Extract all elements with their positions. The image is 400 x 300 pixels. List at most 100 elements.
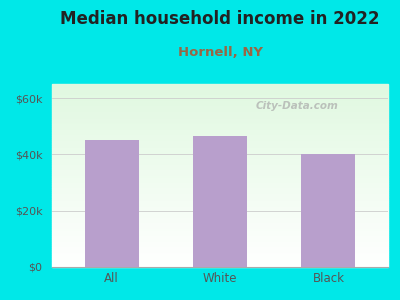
- Bar: [52, 89, 388, 91]
- Bar: [52, 102, 388, 104]
- Bar: [52, 238, 388, 239]
- Bar: [52, 170, 388, 172]
- Bar: [52, 216, 388, 218]
- Bar: [52, 135, 388, 137]
- Bar: [52, 230, 388, 232]
- Bar: [52, 154, 388, 155]
- Bar: [52, 97, 388, 99]
- Bar: [52, 196, 388, 197]
- Bar: [52, 155, 388, 157]
- Bar: [84, 140, 139, 267]
- Bar: [193, 136, 247, 267]
- Bar: [52, 247, 388, 249]
- Bar: [52, 142, 388, 144]
- Bar: [52, 132, 388, 134]
- Bar: [52, 113, 388, 115]
- Bar: [52, 163, 388, 164]
- Bar: [52, 174, 388, 176]
- Bar: [52, 93, 388, 95]
- Bar: [52, 225, 388, 227]
- Bar: [52, 139, 388, 141]
- Bar: [52, 265, 388, 267]
- Bar: [52, 192, 388, 194]
- Bar: [52, 161, 388, 163]
- Bar: [52, 159, 388, 161]
- Bar: [52, 146, 388, 148]
- Bar: [52, 150, 388, 152]
- Bar: [52, 227, 388, 229]
- Bar: [52, 144, 388, 146]
- Bar: [52, 128, 388, 130]
- Bar: [52, 236, 388, 238]
- Bar: [52, 254, 388, 256]
- Bar: [52, 208, 388, 210]
- Bar: [52, 194, 388, 196]
- Bar: [52, 157, 388, 159]
- Bar: [52, 201, 388, 203]
- Bar: [52, 181, 388, 183]
- Bar: [52, 95, 388, 97]
- Bar: [52, 137, 388, 139]
- Text: City-Data.com: City-Data.com: [256, 101, 339, 111]
- Bar: [52, 221, 388, 223]
- Bar: [52, 188, 388, 190]
- Bar: [52, 245, 388, 247]
- Bar: [52, 117, 388, 119]
- Bar: [52, 256, 388, 258]
- Bar: [52, 218, 388, 219]
- Bar: [52, 234, 388, 236]
- Bar: [52, 104, 388, 106]
- Bar: [52, 203, 388, 205]
- Bar: [52, 212, 388, 214]
- Text: Hornell, NY: Hornell, NY: [178, 46, 262, 59]
- Bar: [52, 168, 388, 170]
- Bar: [52, 134, 388, 135]
- Bar: [52, 260, 388, 262]
- Bar: [52, 239, 388, 242]
- Bar: [52, 100, 388, 102]
- Bar: [52, 232, 388, 234]
- Bar: [301, 154, 356, 267]
- Bar: [52, 199, 388, 201]
- Bar: [52, 119, 388, 121]
- Bar: [52, 99, 388, 100]
- Bar: [52, 172, 388, 174]
- Bar: [52, 229, 388, 230]
- Bar: [52, 250, 388, 252]
- Bar: [52, 111, 388, 113]
- Bar: [52, 205, 388, 207]
- Bar: [52, 243, 388, 245]
- Bar: [52, 124, 388, 126]
- Bar: [52, 258, 388, 260]
- Bar: [52, 152, 388, 154]
- Bar: [52, 207, 388, 208]
- Bar: [52, 210, 388, 212]
- Bar: [52, 197, 388, 199]
- Text: Median household income in 2022: Median household income in 2022: [60, 11, 380, 28]
- Bar: [52, 86, 388, 88]
- Bar: [52, 88, 388, 89]
- Bar: [52, 187, 388, 188]
- Bar: [52, 214, 388, 216]
- Bar: [52, 121, 388, 122]
- Bar: [52, 130, 388, 132]
- Bar: [52, 219, 388, 221]
- Bar: [52, 110, 388, 112]
- Bar: [52, 115, 388, 117]
- Bar: [52, 84, 388, 86]
- Bar: [52, 223, 388, 225]
- Bar: [52, 183, 388, 184]
- Bar: [52, 166, 388, 168]
- Bar: [52, 262, 388, 263]
- Bar: [52, 263, 388, 265]
- Bar: [52, 106, 388, 108]
- Bar: [52, 177, 388, 179]
- Bar: [52, 108, 388, 109]
- Bar: [52, 126, 388, 128]
- Bar: [52, 176, 388, 177]
- Bar: [52, 242, 388, 243]
- Bar: [52, 122, 388, 124]
- Bar: [52, 249, 388, 250]
- Bar: [52, 164, 388, 166]
- Bar: [52, 148, 388, 150]
